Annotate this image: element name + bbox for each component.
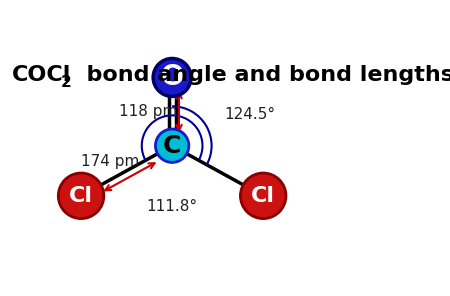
Text: 2: 2 xyxy=(61,75,72,90)
Text: COCl: COCl xyxy=(12,65,71,85)
Circle shape xyxy=(58,173,104,218)
Text: 124.5°: 124.5° xyxy=(225,107,275,122)
Text: 118 pm: 118 pm xyxy=(119,104,177,119)
Text: Cl: Cl xyxy=(251,186,275,206)
Text: 111.8°: 111.8° xyxy=(147,199,198,214)
Circle shape xyxy=(155,129,189,163)
Text: Cl: Cl xyxy=(69,186,93,206)
Circle shape xyxy=(240,173,286,218)
Text: bond angle and bond lengths: bond angle and bond lengths xyxy=(72,65,450,85)
Text: O: O xyxy=(160,63,184,91)
Circle shape xyxy=(153,58,191,96)
Text: C: C xyxy=(163,134,181,158)
Text: 174 pm: 174 pm xyxy=(81,154,139,169)
